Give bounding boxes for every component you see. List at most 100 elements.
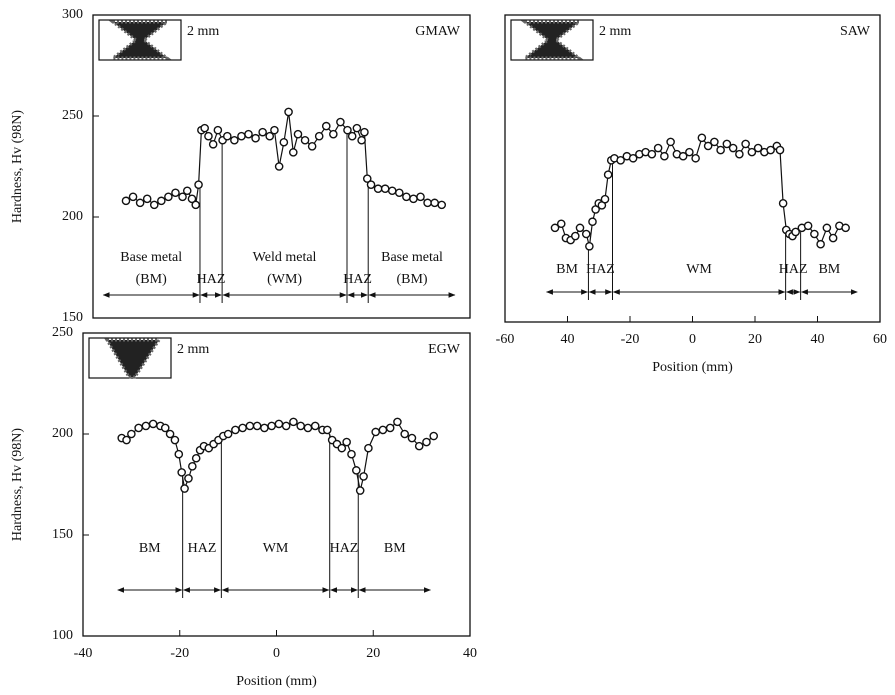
hardness-point: [403, 193, 410, 200]
hardness-point: [294, 131, 301, 138]
scale-label: 2 mm: [187, 24, 219, 39]
hardness-point: [128, 430, 135, 437]
hardness-point: [353, 125, 360, 132]
hardness-point: [181, 485, 188, 492]
hardness-point: [382, 185, 389, 192]
x-tick-label: 40: [811, 332, 825, 347]
x-tick-label: 40: [561, 332, 575, 347]
hardness-point: [830, 234, 837, 241]
hardness-point: [254, 422, 261, 429]
hardness-point: [361, 129, 368, 136]
hardness-point: [401, 430, 408, 437]
hardness-point: [330, 131, 337, 138]
hardness-point: [410, 195, 417, 202]
hardness-point: [817, 241, 824, 248]
hardness-point: [358, 137, 365, 144]
hardness-point: [316, 133, 323, 140]
hardness-point: [195, 181, 202, 188]
hardness-point: [158, 197, 165, 204]
hardness-point: [576, 224, 583, 231]
hardness-point: [214, 127, 221, 134]
zone-label: BM: [818, 262, 840, 277]
hardness-point: [349, 133, 356, 140]
hardness-point: [290, 149, 297, 156]
hardness-point: [201, 125, 208, 132]
hardness-point: [225, 430, 232, 437]
hardness-point: [337, 118, 344, 125]
hardness-point: [357, 487, 364, 494]
zone-label: BM: [556, 262, 578, 277]
hardness-point: [360, 473, 367, 480]
hardness-point: [193, 455, 200, 462]
hardness-point: [312, 422, 319, 429]
hardness-point: [667, 138, 674, 145]
hardness-point: [231, 137, 238, 144]
zone-label: BM: [384, 541, 406, 556]
hardness-point: [323, 123, 330, 130]
hardness-point: [601, 196, 608, 203]
scale-label: 2 mm: [177, 342, 209, 357]
x-tick-label: -60: [496, 332, 515, 347]
hardness-point: [365, 445, 372, 452]
y-tick-label: 200: [52, 426, 73, 441]
zone-label: (BM): [396, 272, 427, 287]
zone-label: BM: [139, 541, 161, 556]
hardness-point: [271, 127, 278, 134]
zone-label: HAZ: [197, 272, 226, 287]
hardness-point: [776, 146, 783, 153]
hardness-point: [129, 193, 136, 200]
hardness-point: [353, 467, 360, 474]
hardness-point: [184, 187, 191, 194]
hardness-point: [151, 201, 158, 208]
y-axis-label: Hardness, Hv (98N): [10, 428, 25, 541]
hardness-point: [379, 426, 386, 433]
zone-label: HAZ: [330, 541, 359, 556]
y-tick-label: 150: [52, 527, 73, 542]
hardness-point: [805, 222, 812, 229]
hardness-point: [417, 193, 424, 200]
hardness-point: [189, 463, 196, 470]
hardness-point: [416, 443, 423, 450]
hardness-point: [259, 129, 266, 136]
x-tick-label: 0: [689, 332, 696, 347]
y-axis-label: Hardness, Hv (98N): [10, 110, 25, 223]
hardness-point: [268, 422, 275, 429]
hardness-point: [661, 153, 668, 160]
hardness-point: [389, 187, 396, 194]
hardness-point: [175, 451, 182, 458]
hardness-point: [811, 230, 818, 237]
hardness-point: [742, 140, 749, 147]
hardness-point: [290, 418, 297, 425]
x-tick-label: -20: [621, 332, 640, 347]
process-title: SAW: [840, 24, 871, 39]
hardness-point: [648, 151, 655, 158]
hardness-point: [275, 420, 282, 427]
zone-label: HAZ: [188, 541, 217, 556]
process-title: EGW: [428, 342, 461, 357]
hardness-point: [252, 135, 259, 142]
hardness-point: [698, 134, 705, 141]
hardness-point: [387, 424, 394, 431]
hardness-point: [178, 469, 185, 476]
hardness-point: [372, 428, 379, 435]
hardness-point: [165, 193, 172, 200]
zone-label: WM: [686, 262, 712, 277]
hardness-point: [150, 420, 157, 427]
hardness-point: [586, 243, 593, 250]
y-tick-label: 250: [52, 325, 73, 340]
hardness-point: [842, 224, 849, 231]
hardness-point: [375, 185, 382, 192]
hardness-point: [394, 418, 401, 425]
hardness-point: [396, 189, 403, 196]
hardness-point: [205, 133, 212, 140]
figure: 150200250300Hardness, Hv (98N)2 mmGMAWBa…: [0, 0, 895, 695]
hardness-point: [558, 220, 565, 227]
hardness-point: [589, 218, 596, 225]
hardness-point: [431, 199, 438, 206]
hardness-point: [283, 422, 290, 429]
hardness-point: [423, 438, 430, 445]
hardness-point: [823, 224, 830, 231]
hardness-point: [309, 143, 316, 150]
hardness-point: [192, 201, 199, 208]
hardness-point: [605, 171, 612, 178]
